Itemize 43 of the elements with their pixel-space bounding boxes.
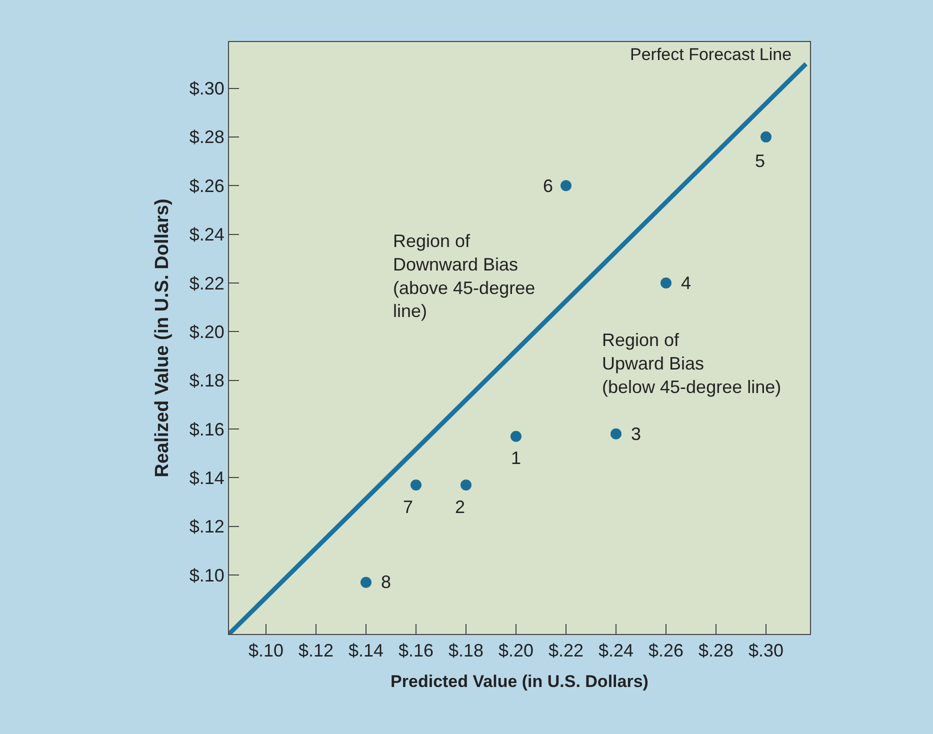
y-tick-label: $.20 xyxy=(189,322,224,342)
annotation: 8 xyxy=(381,572,392,592)
x-tick-label: $.18 xyxy=(448,640,484,661)
point xyxy=(360,576,372,588)
annotation: 7 xyxy=(403,497,414,517)
x-tick-label: $.12 xyxy=(298,640,334,661)
point xyxy=(660,277,672,288)
x-tick-label: $.16 xyxy=(398,640,434,661)
x-tick-label: $.20 xyxy=(498,640,534,661)
x-tick-label: $.24 xyxy=(598,640,634,661)
y-tick-label: $.10 xyxy=(189,565,224,586)
x-tick-label: $.10 xyxy=(248,640,284,661)
annotation: 6 xyxy=(543,176,554,196)
y-tick-label: $.14 xyxy=(189,468,224,488)
point xyxy=(460,480,472,491)
point xyxy=(760,131,772,142)
annotation: 4 xyxy=(681,273,692,293)
annotation: 2 xyxy=(455,497,466,517)
series-label: Perfect Forecast Line xyxy=(630,45,792,64)
annotation: Region of Upward Bias (below 45-degree line) xyxy=(602,330,782,397)
x-axis-title: Predicted Value (in U.S. Dollars) xyxy=(390,672,648,691)
x-tick-label: $.14 xyxy=(348,640,384,661)
y-tick-label: $.18 xyxy=(189,370,224,391)
annotation: Region of Downward Bias (above 45-degree line) xyxy=(393,231,536,322)
point xyxy=(410,480,422,491)
x-tick-label: $.22 xyxy=(548,640,584,661)
x-tick-label: $.26 xyxy=(648,640,684,661)
point xyxy=(510,430,522,442)
y-axis-title: Realized Value (in U.S. Dollars) xyxy=(152,198,174,478)
annotation: 3 xyxy=(631,424,642,444)
y-tick-label: $.30 xyxy=(189,78,224,99)
annotation: 1 xyxy=(511,448,522,468)
point xyxy=(560,180,572,192)
annotation: 5 xyxy=(755,151,766,171)
y-tick-label: $.12 xyxy=(189,516,224,537)
y-tick-label: $.28 xyxy=(189,127,224,148)
y-tick-label: $.26 xyxy=(189,176,224,196)
y-tick-label: $.22 xyxy=(189,273,224,294)
y-tick-label: $.24 xyxy=(189,224,224,245)
x-tick-label: $.28 xyxy=(698,640,734,661)
y-tick-label: $.16 xyxy=(189,419,224,440)
point xyxy=(610,428,622,440)
x-tick-label: $.30 xyxy=(748,640,784,661)
